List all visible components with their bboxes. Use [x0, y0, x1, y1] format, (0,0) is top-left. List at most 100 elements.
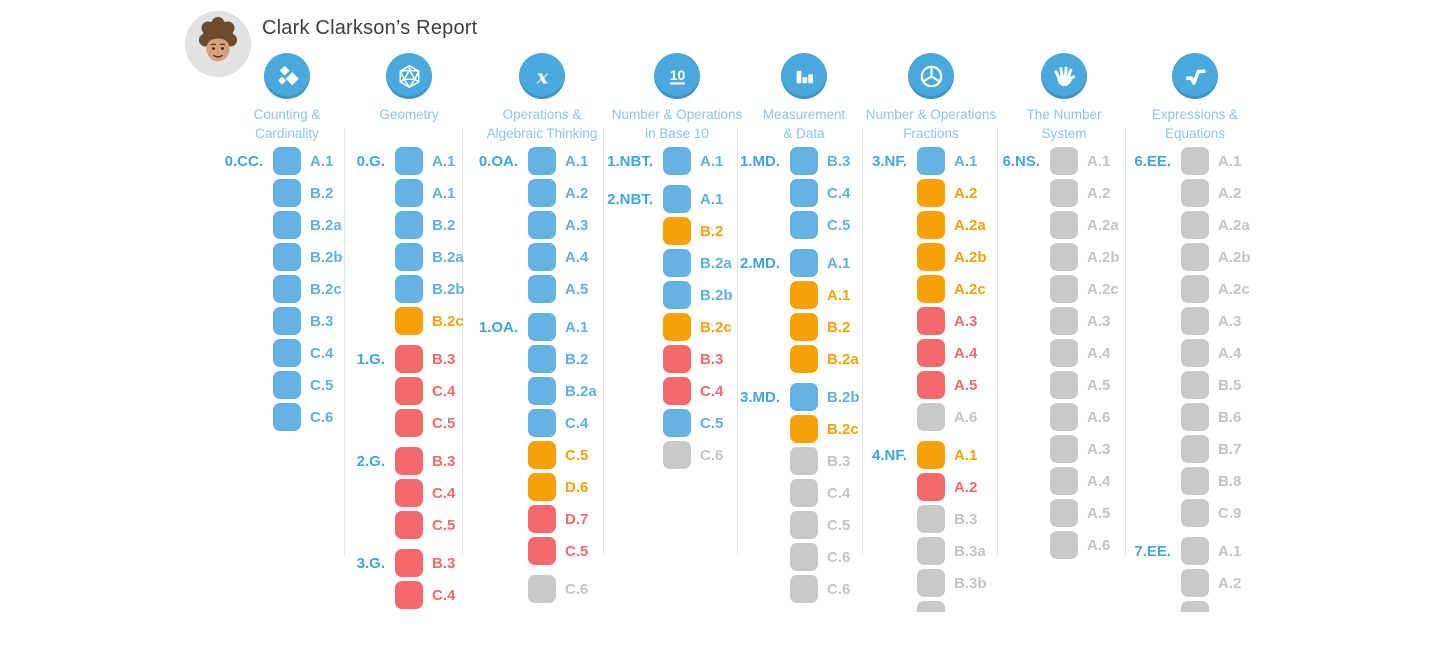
standard-box[interactable]	[917, 147, 945, 175]
standard-box[interactable]	[790, 345, 818, 373]
standard-box[interactable]	[395, 511, 423, 539]
standard-box[interactable]	[528, 441, 556, 469]
standard-box[interactable]	[1181, 435, 1209, 463]
standard-box[interactable]	[663, 147, 691, 175]
standard-box[interactable]	[273, 147, 301, 175]
standard-box[interactable]	[528, 409, 556, 437]
standard-box[interactable]	[917, 243, 945, 271]
standard-box[interactable]	[663, 377, 691, 405]
standard-box[interactable]	[917, 307, 945, 335]
standard-box[interactable]	[1050, 339, 1078, 367]
standard-box[interactable]	[790, 147, 818, 175]
standard-box[interactable]	[395, 549, 423, 577]
standard-box[interactable]	[1050, 243, 1078, 271]
standard-box[interactable]	[917, 403, 945, 431]
standard-box[interactable]	[790, 249, 818, 277]
standard-box[interactable]	[395, 211, 423, 239]
standard-box[interactable]	[1181, 371, 1209, 399]
standard-box[interactable]	[917, 505, 945, 533]
standard-box[interactable]	[790, 479, 818, 507]
standard-box[interactable]	[273, 211, 301, 239]
standard-box[interactable]	[395, 581, 423, 609]
standard-box[interactable]	[1050, 371, 1078, 399]
standard-box[interactable]	[1181, 147, 1209, 175]
standard-box[interactable]	[790, 313, 818, 341]
standard-box[interactable]	[1050, 307, 1078, 335]
standard-box[interactable]	[917, 179, 945, 207]
standard-box[interactable]	[395, 409, 423, 437]
standard-box[interactable]	[790, 179, 818, 207]
standard-box[interactable]	[1181, 211, 1209, 239]
standard-box[interactable]	[790, 511, 818, 539]
standard-box[interactable]	[395, 307, 423, 335]
standard-box[interactable]	[528, 537, 556, 565]
standard-box[interactable]	[528, 275, 556, 303]
standard-box[interactable]	[1181, 537, 1209, 565]
standard-box[interactable]	[917, 441, 945, 469]
standard-box[interactable]	[395, 147, 423, 175]
standard-box[interactable]	[1050, 531, 1078, 559]
standard-box[interactable]	[1181, 569, 1209, 597]
standard-box[interactable]	[1181, 467, 1209, 495]
standard-box[interactable]	[528, 179, 556, 207]
standard-box[interactable]	[395, 447, 423, 475]
standard-box[interactable]	[790, 543, 818, 571]
standard-box[interactable]	[273, 307, 301, 335]
standard-box[interactable]	[917, 371, 945, 399]
standard-box[interactable]	[790, 281, 818, 309]
standard-box[interactable]	[1181, 499, 1209, 527]
standard-box[interactable]	[1181, 275, 1209, 303]
standard-box[interactable]	[917, 473, 945, 501]
standard-box[interactable]	[790, 415, 818, 443]
standard-box[interactable]	[1181, 307, 1209, 335]
standard-box[interactable]	[1050, 147, 1078, 175]
standard-box[interactable]	[917, 537, 945, 565]
standard-box[interactable]	[395, 243, 423, 271]
standard-box[interactable]	[528, 211, 556, 239]
standard-box[interactable]	[273, 243, 301, 271]
standard-box[interactable]	[395, 275, 423, 303]
standard-box[interactable]	[663, 345, 691, 373]
standard-box[interactable]	[273, 403, 301, 431]
standard-box[interactable]	[1050, 435, 1078, 463]
standard-box[interactable]	[1181, 601, 1209, 612]
standard-box[interactable]	[663, 409, 691, 437]
standard-box[interactable]	[273, 275, 301, 303]
standard-box[interactable]	[1181, 243, 1209, 271]
standard-box[interactable]	[663, 217, 691, 245]
standard-box[interactable]	[1050, 467, 1078, 495]
standard-box[interactable]	[663, 185, 691, 213]
standard-box[interactable]	[1050, 211, 1078, 239]
standard-box[interactable]	[528, 313, 556, 341]
standard-box[interactable]	[790, 447, 818, 475]
standard-box[interactable]	[395, 479, 423, 507]
standard-box[interactable]	[1050, 499, 1078, 527]
standard-box[interactable]	[790, 383, 818, 411]
standard-box[interactable]	[273, 179, 301, 207]
standard-box[interactable]	[917, 275, 945, 303]
standard-box[interactable]	[528, 345, 556, 373]
standard-box[interactable]	[1181, 403, 1209, 431]
standard-box[interactable]	[917, 569, 945, 597]
standard-box[interactable]	[395, 377, 423, 405]
standard-box[interactable]	[528, 243, 556, 271]
standard-box[interactable]	[663, 281, 691, 309]
standard-box[interactable]	[528, 505, 556, 533]
standard-box[interactable]	[917, 339, 945, 367]
standard-box[interactable]	[1050, 179, 1078, 207]
standard-box[interactable]	[790, 211, 818, 239]
standard-box[interactable]	[663, 249, 691, 277]
standard-box[interactable]	[917, 211, 945, 239]
standard-box[interactable]	[1181, 179, 1209, 207]
standard-box[interactable]	[1181, 339, 1209, 367]
standard-box[interactable]	[528, 377, 556, 405]
standard-box[interactable]	[1050, 403, 1078, 431]
standard-box[interactable]	[790, 575, 818, 603]
standard-box[interactable]	[917, 601, 945, 612]
standard-box[interactable]	[1050, 275, 1078, 303]
standard-box[interactable]	[528, 575, 556, 603]
standard-box[interactable]	[273, 371, 301, 399]
standard-box[interactable]	[528, 473, 556, 501]
standard-box[interactable]	[663, 313, 691, 341]
standard-box[interactable]	[395, 179, 423, 207]
